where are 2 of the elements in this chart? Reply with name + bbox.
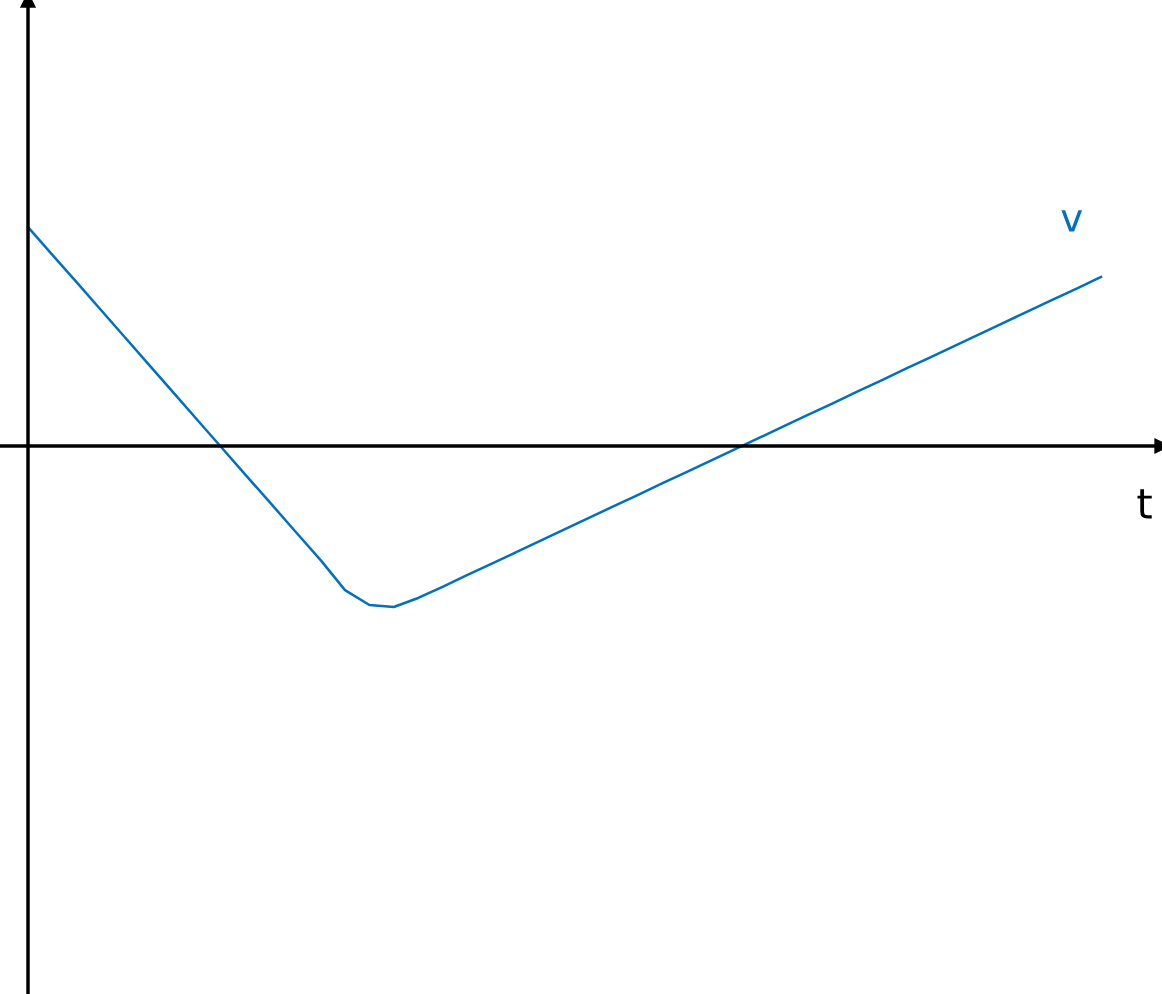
series-label: v — [1061, 210, 1083, 232]
x-axis-title: t — [1137, 489, 1152, 519]
